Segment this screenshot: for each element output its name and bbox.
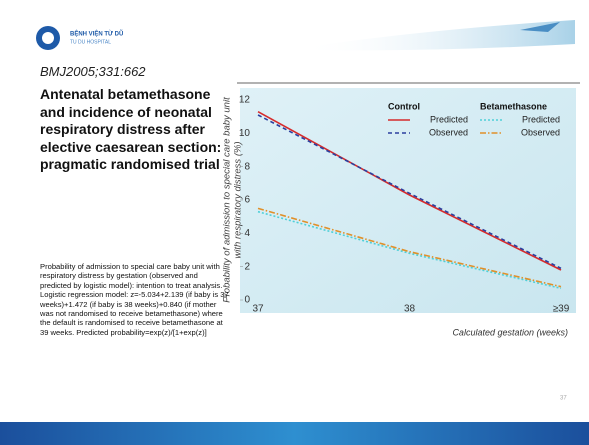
legend-group-title: Control	[388, 101, 420, 111]
y-tick-label: 2	[244, 261, 250, 272]
slide-number: 37	[560, 396, 567, 402]
legend-group-title: Betamethasone	[480, 101, 547, 111]
legend-label: Observed	[521, 127, 560, 137]
citation: BMJ2005;331:662	[40, 64, 146, 79]
x-label: Calculated gestation (weeks)	[452, 327, 568, 337]
hospital-name-en: TU DU HOSPITAL	[70, 39, 111, 45]
legend-label: Predicted	[430, 114, 468, 124]
hospital-name: BỆNH VIỆN TỪ DŨ	[70, 30, 123, 38]
y-tick-label: 8	[244, 161, 250, 172]
y-tick-label: 0	[244, 295, 250, 306]
x-tick-label: 38	[404, 304, 416, 315]
legend-label: Predicted	[522, 114, 560, 124]
slide-title: Antenatal betamethasone and incidence of…	[40, 86, 236, 174]
caption: Probability of admission to special care…	[40, 262, 230, 337]
header-streak	[300, 20, 575, 50]
footer-band	[0, 422, 589, 445]
slide: BỆNH VIỆN TỪ DŨ TU DU HOSPITAL Calculate…	[0, 0, 589, 445]
y-tick-label: 4	[244, 228, 250, 239]
x-tick-label: ≥39	[553, 304, 570, 315]
logo-inner	[42, 32, 54, 44]
y-tick-label: 6	[244, 195, 250, 206]
x-tick-label: 37	[252, 304, 264, 315]
legend-label: Observed	[429, 127, 468, 137]
